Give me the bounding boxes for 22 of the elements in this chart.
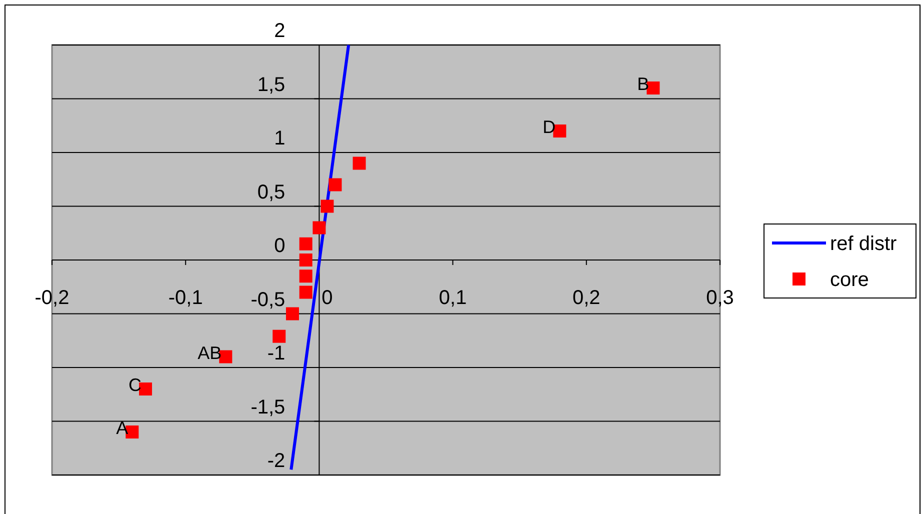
y-tick-label: 0,5: [257, 181, 286, 204]
y-tick-label: 1,5: [257, 74, 286, 96]
annotation: D: [542, 117, 556, 137]
x-tick-label: 0: [322, 287, 333, 309]
y-tick-label: 2: [274, 20, 286, 42]
y-tick-label: -2: [267, 450, 286, 472]
annotation: AB: [198, 342, 222, 363]
y-tick-label: 1: [274, 128, 286, 150]
x-tick-label: 0,3: [706, 287, 734, 309]
x-tick-label: -0,2: [34, 287, 70, 309]
legend-label: ref distr: [830, 233, 898, 255]
x-tick-label: 0,1: [438, 287, 467, 309]
annotation: B: [637, 74, 650, 94]
annotation: C: [128, 375, 142, 395]
y-tick-label: -1,5: [250, 396, 286, 418]
y-tick-label: 0: [274, 235, 286, 257]
x-tick-label: 0,2: [572, 287, 600, 309]
legend-label: core: [830, 269, 869, 291]
y-tick-label: -0,5: [250, 288, 286, 311]
x-tick-label: -0,1: [168, 287, 203, 309]
annotation: A: [116, 418, 128, 438]
y-tick-label: -1: [267, 342, 286, 364]
